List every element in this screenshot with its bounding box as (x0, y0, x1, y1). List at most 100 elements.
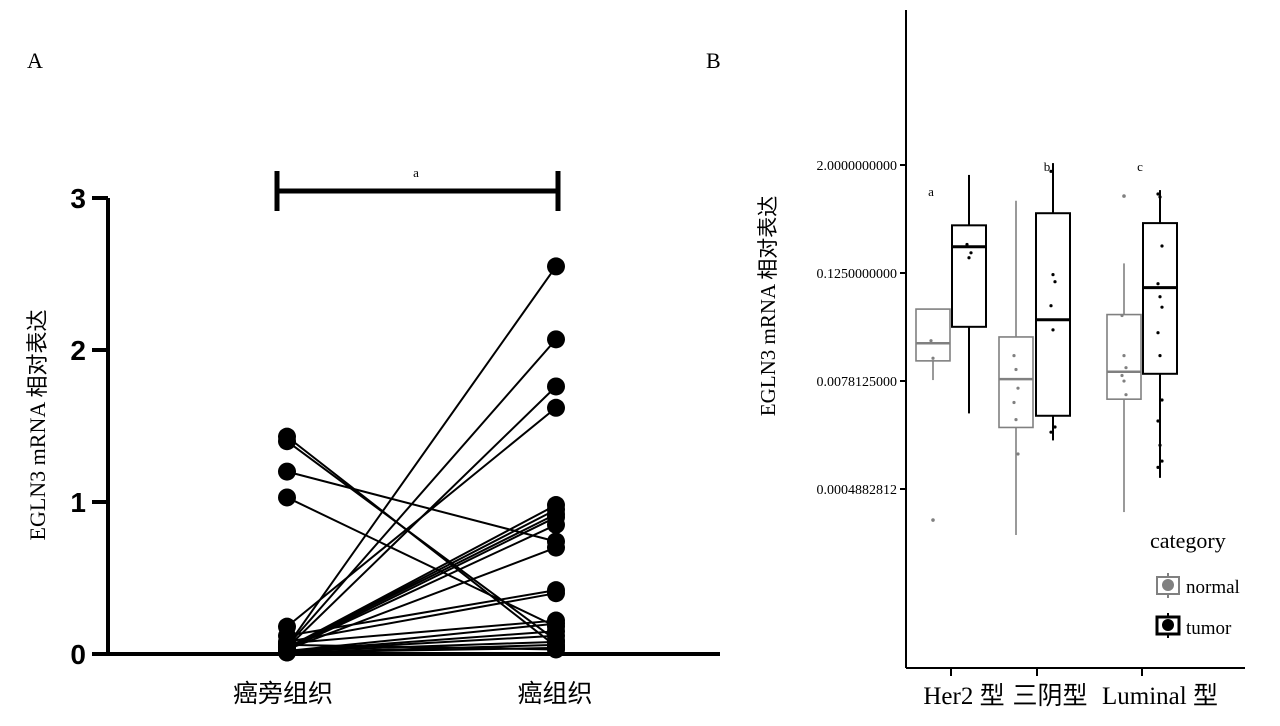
panel-b-point-tumor (1160, 244, 1164, 248)
panel-b-point-normal (1120, 313, 1124, 318)
panel-a-y-axis-label: EGLN3 mRNA 相对表达 (25, 309, 50, 540)
panel-b-point-tumor (1053, 425, 1057, 429)
panel-b-point-tumor (1049, 169, 1053, 173)
panel-b-point-tumor (965, 242, 969, 247)
panel-b-point-normal (1124, 393, 1128, 397)
panel-b-point-tumor (1051, 272, 1055, 277)
panel-b-box-tumor (1142, 222, 1178, 375)
legend-key-tumor (1155, 613, 1181, 638)
panel-b-point-normal (1124, 366, 1128, 370)
panel-b-significance-label: b (1044, 159, 1051, 174)
panel-b-y-tick-label: 0.0004882812 (817, 483, 898, 498)
panel-a-point-tumor (547, 257, 565, 276)
panel-a-point-tumor (547, 515, 565, 534)
panel-a-point-adjacent (278, 488, 296, 507)
legend-entry-normal: normal (1186, 577, 1240, 598)
legend-key-normal (1156, 573, 1180, 598)
panel-b-point-normal (1016, 386, 1020, 390)
panel-b-y-tick-label: 2.0000000000 (817, 159, 898, 174)
panel-b-point-tumor (1049, 304, 1053, 308)
panel-b-point-tumor (1156, 282, 1160, 286)
panel-a-significance-label: a (413, 165, 419, 180)
panel-b-significance-label: c (1137, 159, 1143, 174)
panel-a-pair-line (286, 546, 557, 651)
panel-b-point-normal (1122, 353, 1126, 358)
panel-a-y-tick-label: 0 (70, 639, 86, 670)
panel-a-point-adjacent (278, 432, 296, 451)
panel-b-point-normal (1016, 452, 1020, 456)
panel-b-point-tumor (1156, 465, 1160, 470)
panel-a-pair-line (286, 640, 557, 652)
panel-a-y-tick-label: 1 (70, 487, 86, 518)
panel-b-box-tumor (1035, 212, 1071, 417)
panel-a-pair-line (286, 622, 557, 652)
panel-a-y-tick-label: 3 (70, 183, 86, 214)
panel-b-box-tumor (951, 224, 987, 328)
panel-b-point-normal (931, 356, 935, 360)
panel-b-point-tumor (1158, 195, 1162, 199)
panel-a-pair-line (286, 523, 557, 651)
panel-a-point-adjacent (278, 462, 296, 481)
panel-a-point-tumor (547, 538, 565, 557)
panel-b-point-normal (1012, 400, 1016, 405)
panel-b-x-tick-luminal: Luminal 型 (1102, 682, 1218, 710)
legend-title: category (1150, 528, 1226, 553)
panel-a-point-tumor (547, 584, 565, 603)
panel-b-point-tumor (1156, 419, 1160, 423)
panel-b-y-tick-label: 0.0078125000 (817, 375, 898, 390)
panel-b-point-tumor (1051, 328, 1055, 332)
panel-a-pair-line (286, 516, 557, 651)
panel-a-pair-line (286, 592, 557, 643)
panel-b-point-tumor (1158, 353, 1162, 358)
panel-a-pair-line (286, 619, 557, 645)
panel-b-x-tick-her2: Her2 型 (923, 682, 1004, 710)
panel-b-point-normal (929, 339, 933, 343)
panel-b-point-tumor (1160, 398, 1164, 402)
panel-b-box-normal (998, 336, 1034, 429)
panel-a-pair-line (286, 385, 557, 649)
panel-b-point-tumor (1158, 295, 1162, 299)
panel-b-point-tumor (969, 251, 973, 255)
panel-b-point-normal (1122, 379, 1126, 383)
panel-b-point-tumor (967, 256, 971, 260)
panel-b-point-normal (1014, 367, 1018, 372)
panel-a-x-tick-adjacent: 癌旁组织 (233, 680, 333, 708)
panel-b-point-normal (1014, 418, 1018, 422)
panel-a-pair-line (286, 265, 557, 647)
panel-b-x-tick-triple-negative: 三阴型 (1012, 682, 1087, 710)
panel-b-point-tumor (1049, 430, 1053, 434)
panel-b-outlier-normal (1122, 194, 1126, 198)
panel-a-chart: EGLN3 mRNA 相对表达 a 癌旁组织 癌组织 0 1 2 3 (25, 165, 720, 708)
panel-a-x-tick-tumor: 癌组织 (517, 680, 592, 708)
panel-a-point-tumor (547, 638, 565, 657)
panel-b-box-normal (915, 308, 951, 362)
panel-b-significance-label: a (928, 184, 934, 199)
panel-b-point-tumor (1156, 192, 1160, 196)
panel-b-point-tumor (1158, 443, 1162, 447)
panel-b-chart: EGLN3 mRNA 相对表达 Her2 型 三阴型 Luminal 型 2.0… (756, 10, 1245, 710)
panel-a-pair-line (286, 634, 557, 652)
panel-b-y-axis-label: EGLN3 mRNA 相对表达 (756, 196, 780, 417)
panel-label-b: B (706, 48, 721, 73)
panel-a-pair-line (286, 440, 557, 642)
legend-entry-tumor: tumor (1186, 618, 1232, 639)
panel-b-point-tumor (1053, 280, 1057, 284)
panel-a-point-adjacent (278, 643, 296, 662)
panel-b-outlier-normal (931, 518, 935, 522)
panel-b-point-tumor (1160, 459, 1164, 463)
panel-a-pair-line (286, 513, 557, 649)
panel-b-point-normal (1012, 353, 1016, 358)
panel-a-pair-line (286, 338, 557, 648)
panel-a-point-tumor (547, 398, 565, 417)
panel-a-point-tumor (547, 377, 565, 396)
panel-label-a: A (27, 48, 43, 73)
panel-b-point-tumor (1160, 305, 1164, 309)
panel-a-y-tick-label: 2 (70, 335, 86, 366)
legend: category normal tumor (1150, 528, 1240, 639)
panel-a-pair-line (286, 646, 557, 654)
panel-b-point-normal (1120, 373, 1124, 378)
panel-a-pair-line (286, 496, 557, 628)
panel-b-y-tick-label: 0.1250000000 (817, 267, 898, 282)
panel-a-point-tumor (547, 330, 565, 349)
